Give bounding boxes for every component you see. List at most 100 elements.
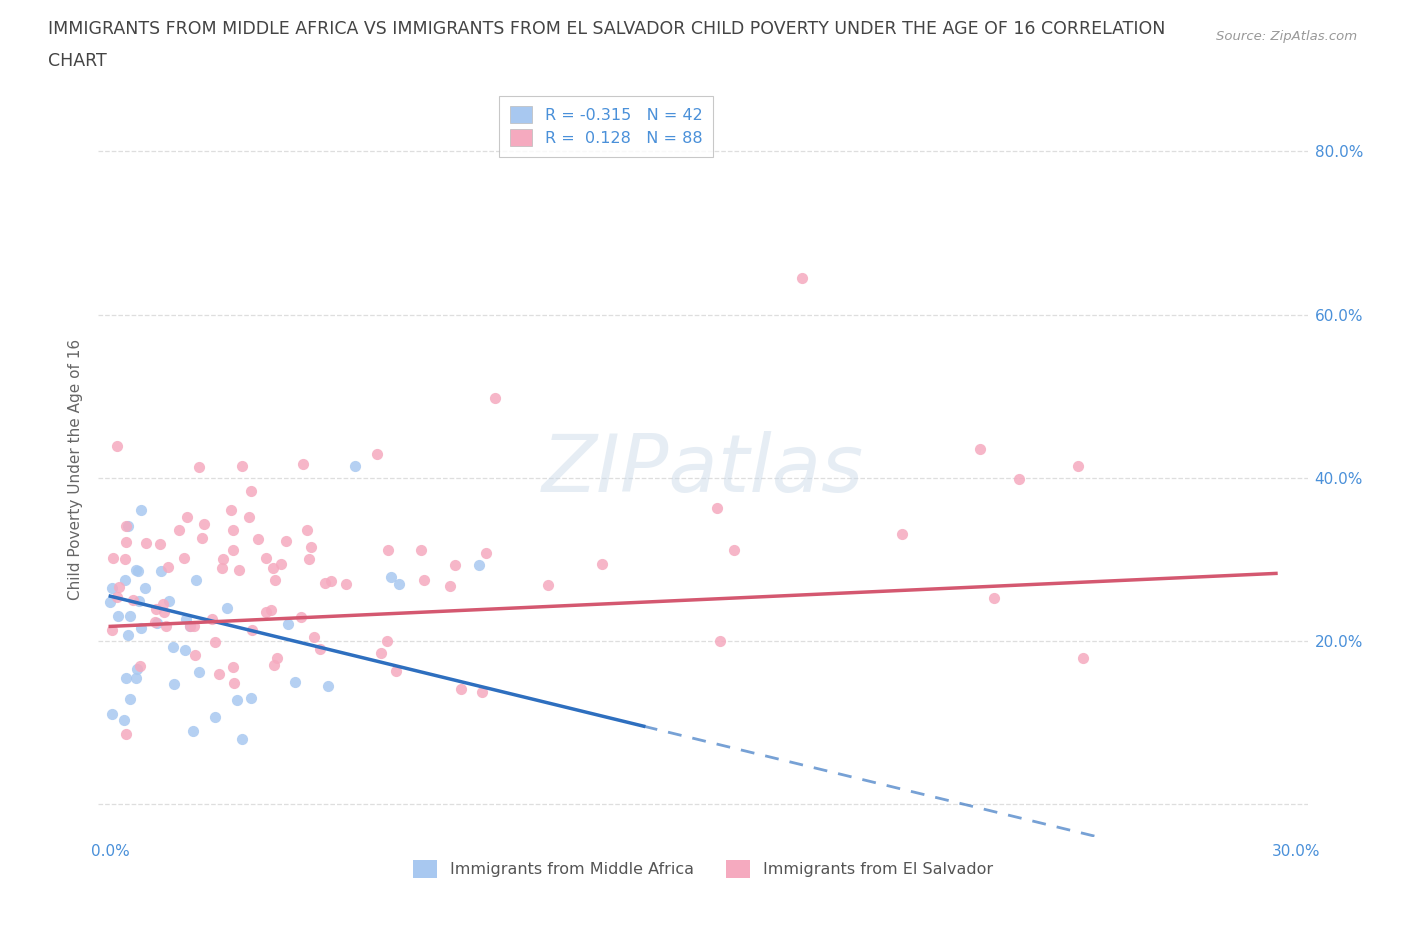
Point bbox=[129, 620, 152, 635]
Point bbox=[291, 456, 314, 471]
Point bbox=[162, 640, 184, 655]
Point bbox=[384, 664, 406, 679]
Point bbox=[891, 526, 914, 541]
Point bbox=[221, 523, 243, 538]
Point bbox=[215, 601, 238, 616]
Point bbox=[224, 675, 246, 690]
Point bbox=[484, 391, 506, 405]
Point bbox=[187, 459, 209, 474]
Point bbox=[231, 731, 253, 746]
Point bbox=[149, 564, 172, 578]
Point bbox=[370, 645, 392, 660]
Point bbox=[114, 727, 136, 742]
Point bbox=[101, 707, 124, 722]
Point bbox=[366, 447, 388, 462]
Point bbox=[413, 573, 436, 588]
Point bbox=[1071, 650, 1094, 665]
Point bbox=[471, 685, 494, 700]
Point bbox=[120, 692, 142, 707]
Point bbox=[114, 572, 136, 587]
Point bbox=[1067, 458, 1090, 473]
Point bbox=[388, 577, 411, 591]
Point bbox=[222, 659, 245, 674]
Point bbox=[411, 542, 433, 557]
Point bbox=[344, 458, 367, 473]
Point bbox=[225, 693, 247, 708]
Point bbox=[290, 610, 312, 625]
Point bbox=[239, 483, 262, 498]
Point bbox=[277, 617, 299, 631]
Point bbox=[709, 634, 731, 649]
Point bbox=[283, 674, 305, 689]
Point bbox=[105, 590, 128, 604]
Point bbox=[299, 540, 322, 555]
Point bbox=[276, 533, 298, 548]
Point bbox=[122, 592, 145, 607]
Point bbox=[134, 581, 156, 596]
Point bbox=[592, 556, 614, 571]
Point bbox=[468, 557, 491, 572]
Point bbox=[318, 679, 340, 694]
Point bbox=[145, 602, 167, 617]
Point bbox=[309, 641, 332, 656]
Point bbox=[260, 603, 283, 618]
Point bbox=[108, 579, 131, 594]
Point bbox=[380, 570, 402, 585]
Point bbox=[314, 576, 336, 591]
Point bbox=[156, 560, 179, 575]
Point bbox=[254, 551, 277, 565]
Point bbox=[263, 573, 285, 588]
Point bbox=[321, 573, 343, 588]
Point bbox=[100, 594, 122, 609]
Point bbox=[262, 561, 284, 576]
Point bbox=[240, 622, 263, 637]
Point bbox=[201, 612, 224, 627]
Point bbox=[174, 612, 197, 627]
Point bbox=[536, 578, 558, 592]
Point bbox=[179, 619, 201, 634]
Legend: Immigrants from Middle Africa, Immigrants from El Salvador: Immigrants from Middle Africa, Immigrant… bbox=[406, 854, 1000, 884]
Y-axis label: Child Poverty Under the Age of 16: Child Poverty Under the Age of 16 bbox=[67, 339, 83, 600]
Point bbox=[254, 604, 277, 619]
Point bbox=[450, 682, 472, 697]
Point bbox=[127, 661, 149, 676]
Point bbox=[115, 534, 138, 549]
Point bbox=[475, 546, 498, 561]
Point bbox=[120, 608, 142, 623]
Point bbox=[188, 665, 211, 680]
Point bbox=[377, 542, 399, 557]
Point bbox=[204, 710, 226, 724]
Point bbox=[212, 552, 235, 567]
Point bbox=[208, 667, 231, 682]
Point bbox=[117, 519, 139, 534]
Point bbox=[183, 619, 205, 634]
Point bbox=[181, 724, 204, 738]
Point bbox=[191, 531, 214, 546]
Point bbox=[184, 647, 207, 662]
Point bbox=[298, 551, 321, 566]
Point bbox=[125, 671, 148, 685]
Point bbox=[143, 615, 166, 630]
Point bbox=[101, 622, 124, 637]
Point bbox=[790, 271, 813, 286]
Point bbox=[295, 523, 318, 538]
Point bbox=[101, 551, 124, 565]
Point bbox=[335, 577, 357, 591]
Text: ZIPatlas: ZIPatlas bbox=[541, 431, 865, 509]
Point bbox=[266, 650, 288, 665]
Point bbox=[439, 578, 461, 593]
Point bbox=[114, 519, 136, 534]
Point bbox=[193, 516, 215, 531]
Point bbox=[167, 523, 190, 538]
Point bbox=[263, 658, 285, 672]
Point bbox=[114, 551, 136, 566]
Text: IMMIGRANTS FROM MIDDLE AFRICA VS IMMIGRANTS FROM EL SALVADOR CHILD POVERTY UNDER: IMMIGRANTS FROM MIDDLE AFRICA VS IMMIGRA… bbox=[48, 20, 1166, 38]
Point bbox=[112, 712, 135, 727]
Point bbox=[983, 591, 1005, 605]
Point bbox=[153, 604, 176, 619]
Point bbox=[222, 543, 245, 558]
Point bbox=[1008, 472, 1031, 486]
Point bbox=[157, 593, 180, 608]
Point bbox=[211, 561, 233, 576]
Point bbox=[129, 502, 152, 517]
